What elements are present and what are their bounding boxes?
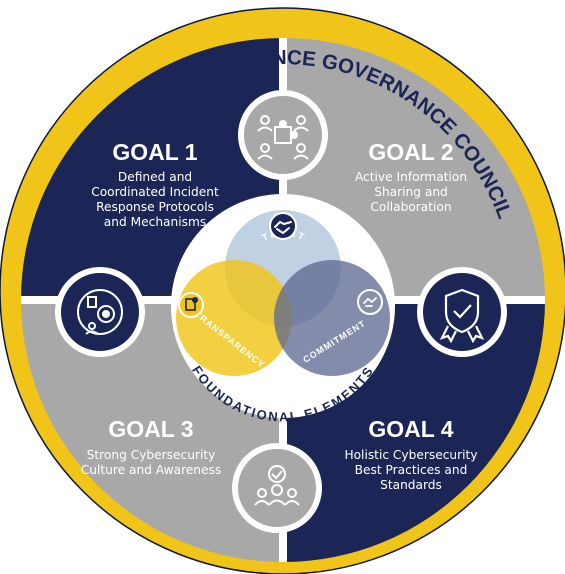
document-icon <box>178 292 204 318</box>
goal-3: GOAL 3 Strong Cybersecurity Culture and … <box>81 416 221 477</box>
puzzle-people-icon <box>238 90 328 180</box>
goal-2-desc-line: Collaboration <box>370 200 451 214</box>
goal-2-desc-line: Active Information <box>355 170 467 184</box>
goal-4-desc-line: Standards <box>380 478 442 492</box>
goal-4-title: GOAL 4 <box>368 416 453 442</box>
goal-4-desc-line: Best Practices and <box>355 463 468 477</box>
goal-3-desc-line: Culture and Awareness <box>81 463 221 477</box>
shield-badge-icon <box>417 267 507 357</box>
commitment-circle <box>274 260 390 376</box>
goal-3-title: GOAL 3 <box>108 416 193 442</box>
goal-1-desc-line: Response Protocols <box>96 200 214 214</box>
goal-2-title: GOAL 2 <box>368 139 453 165</box>
goal-2: GOAL 2 Active Information Sharing and Co… <box>355 139 467 214</box>
goal-1-desc-line: and Mechanisms <box>104 215 206 229</box>
goal-1-desc-line: Defined and <box>118 170 192 184</box>
goal-4: GOAL 4 Holistic Cybersecurity Best Pract… <box>344 416 477 492</box>
people-check-icon <box>232 443 322 533</box>
goal-2-desc-line: Sharing and <box>374 185 448 199</box>
commitment-icon <box>357 289 383 315</box>
gear-people-icon <box>55 267 145 357</box>
goal-1: GOAL 1 Defined and Coordinated Incident … <box>91 139 219 229</box>
goal-4-desc-line: Holistic Cybersecurity <box>344 448 477 462</box>
goal-1-desc-line: Coordinated Incident <box>91 185 219 199</box>
handshake-icon <box>269 212 297 240</box>
goal-3-desc-line: Strong Cybersecurity <box>87 448 216 462</box>
transparency-circle <box>176 260 292 376</box>
goal-1-title: GOAL 1 <box>112 139 197 165</box>
